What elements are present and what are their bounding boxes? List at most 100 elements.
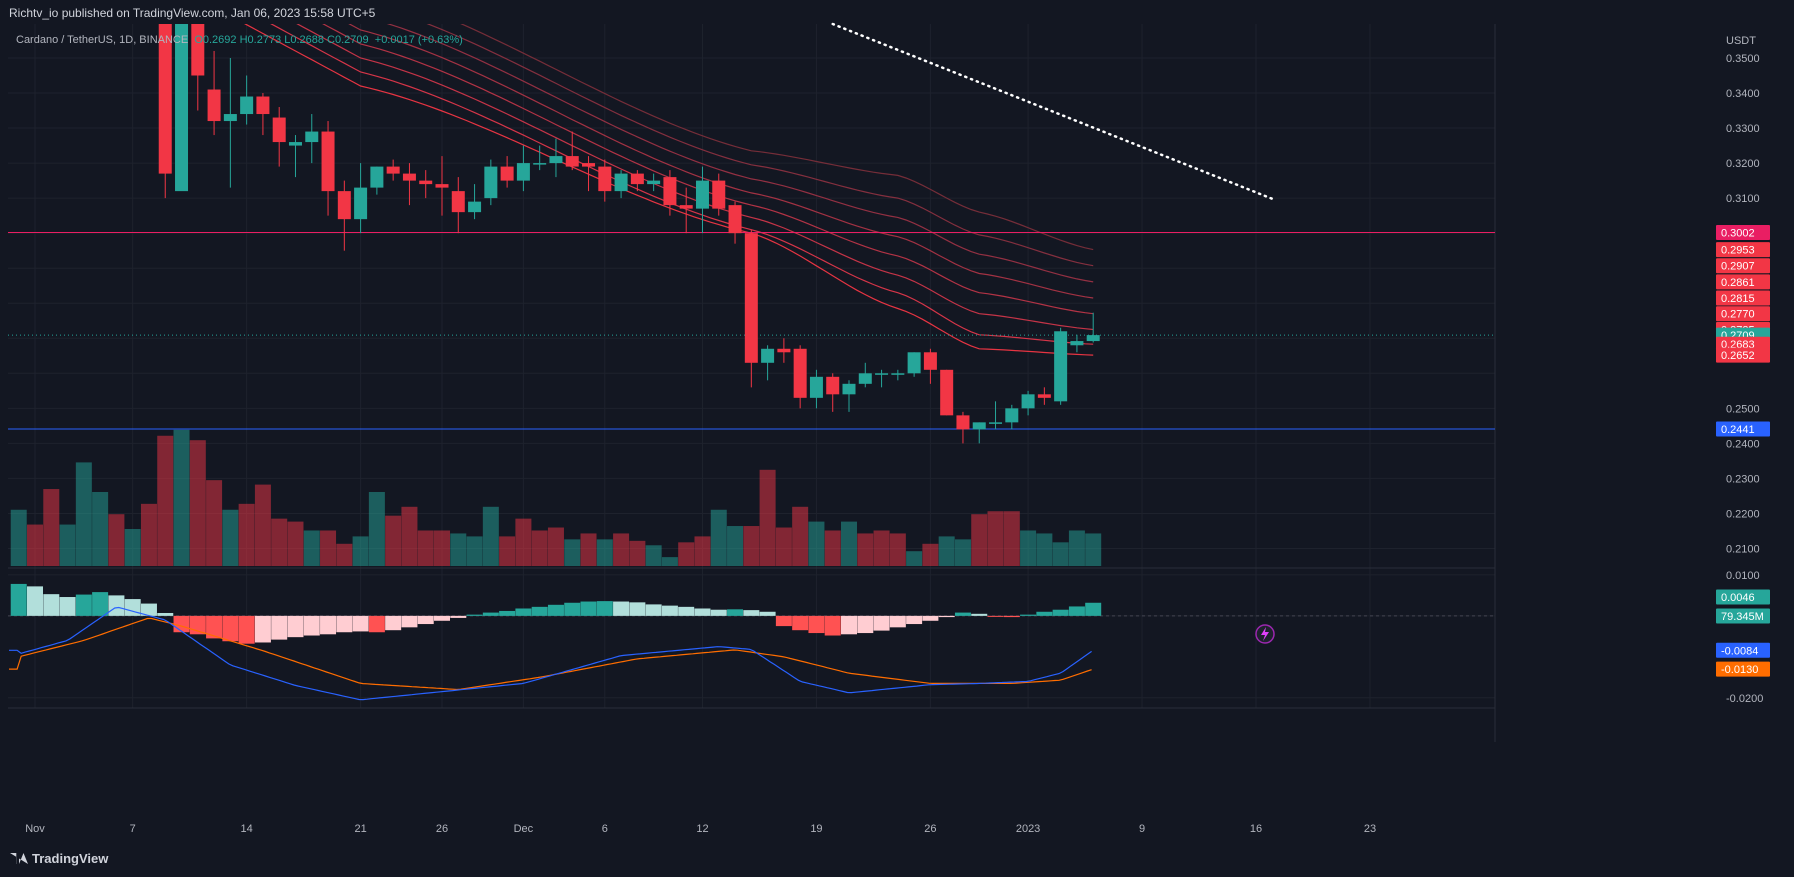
dotted-trendline xyxy=(831,22,1274,201)
time-axis[interactable]: Nov 7 14 21 26 Dec 6 12 19 26 2023 9 16 23 xyxy=(25,823,1376,835)
candle-bear xyxy=(712,180,726,209)
macd-signal-line xyxy=(9,617,1092,691)
macd-histogram-bar xyxy=(710,609,727,616)
volume-bars xyxy=(10,429,1102,566)
volume-bar xyxy=(547,527,564,566)
macd-histogram-bar xyxy=(873,615,890,631)
volume-bar xyxy=(450,533,467,566)
candle-bear xyxy=(826,376,840,395)
lightning-bolt-icon xyxy=(1261,627,1269,641)
macd-histogram-bar xyxy=(368,615,385,633)
resistance-tag: 0.3002 xyxy=(1721,227,1755,239)
candle-bull xyxy=(354,187,368,220)
price-tick-label: 0.3400 xyxy=(1726,88,1760,100)
candle-bull xyxy=(223,114,237,122)
macd-histogram-bar xyxy=(417,615,434,625)
macd-histogram-bar xyxy=(889,615,906,628)
price-tick-label: 0.3300 xyxy=(1726,123,1760,135)
candle-bear xyxy=(158,24,172,174)
macd-histogram-tag-bg xyxy=(1716,589,1770,605)
macd-histogram-bar xyxy=(75,594,92,616)
macd-histogram-bar xyxy=(922,615,939,621)
macd-histogram-bar xyxy=(320,615,337,635)
macd-histogram-bar xyxy=(580,601,597,616)
volume-bar xyxy=(124,529,141,566)
time-tick-label: 12 xyxy=(696,823,708,835)
tradingview-logo[interactable]: TradingView xyxy=(10,851,108,866)
candle-bear xyxy=(386,166,400,174)
candle-bear xyxy=(500,166,514,181)
macd-histogram-bar xyxy=(206,615,223,639)
macd-histogram-bar xyxy=(352,615,369,632)
candle-bull xyxy=(614,173,628,192)
brand-name: TradingView xyxy=(32,851,109,866)
resistance-tag-bg xyxy=(1716,224,1770,240)
volume-bar xyxy=(743,526,760,566)
macd-histogram-bar xyxy=(124,599,141,616)
volume-bar xyxy=(645,545,662,566)
time-tick-label: 26 xyxy=(924,823,936,835)
ema-value-tag-bg xyxy=(1716,306,1770,322)
macd-histogram-bar xyxy=(1003,615,1020,618)
symbol-legend: Cardano / TetherUS, 1D, BINANCE O0.2692 … xyxy=(16,34,463,46)
volume-bar xyxy=(157,435,174,566)
macd-histogram-bar xyxy=(727,609,744,616)
macd-histogram-bar xyxy=(759,611,776,616)
volume-bar xyxy=(254,484,271,566)
price-tick-label: 0.2100 xyxy=(1726,543,1760,555)
volume-bar xyxy=(271,518,288,566)
time-tick-label: 6 xyxy=(602,823,608,835)
time-tick-label: 2023 xyxy=(1016,823,1040,835)
macd-tick-label: -0.0200 xyxy=(1726,693,1763,705)
candle-bull xyxy=(891,373,905,375)
macd-histogram-bar xyxy=(1068,606,1085,616)
time-tick-label: Dec xyxy=(514,823,534,835)
volume-bar xyxy=(710,509,727,566)
macd-histogram-bar xyxy=(1036,611,1053,616)
price-tick-label: 0.3100 xyxy=(1726,193,1760,205)
candle-bull xyxy=(1086,335,1100,342)
candle-bear xyxy=(728,205,742,234)
macd-histogram-bar xyxy=(645,604,662,616)
ohlc-values: O0.2692 H0.2773 L0.2688 C0.2709 xyxy=(194,34,369,46)
macd-histogram-bar xyxy=(140,603,157,616)
volume-bar xyxy=(434,530,450,566)
volume-bar xyxy=(1020,530,1037,566)
price-axis[interactable]: USDT 0.3500 0.3400 0.3300 0.3200 0.3100 0.2500… xyxy=(1726,35,1763,705)
time-tick-label: 9 xyxy=(1139,823,1145,835)
ema-value-tag: 0.2861 xyxy=(1721,277,1755,289)
volume-bar xyxy=(775,527,792,566)
macd-histogram-bar xyxy=(499,610,516,616)
ema-value-tag: 0.2815 xyxy=(1721,293,1755,305)
candle-bear xyxy=(402,173,416,181)
volume-value-tag-bg xyxy=(1716,608,1770,624)
candle-bear xyxy=(923,352,937,370)
macd-histogram-bar xyxy=(401,615,418,628)
volume-bar xyxy=(206,480,223,566)
footer-bar: TradingView xyxy=(0,841,1794,877)
macd-histogram-bar xyxy=(547,604,564,616)
macd-line xyxy=(9,606,1092,701)
volume-bar xyxy=(938,536,955,566)
macd-histogram-bar xyxy=(287,615,304,638)
time-tick-label: Nov xyxy=(25,823,45,835)
candlesticks[interactable] xyxy=(158,0,1100,444)
macd-histogram-bar xyxy=(466,614,483,616)
macd-histogram-bar xyxy=(238,615,255,644)
macd-histogram-bar xyxy=(808,615,825,634)
volume-bar xyxy=(841,521,857,566)
macd-signal-tag: -0.0130 xyxy=(1721,664,1758,676)
volume-value-tag: 79.345M xyxy=(1721,611,1764,623)
candle-bear xyxy=(679,205,693,209)
volume-bar xyxy=(1036,533,1053,566)
candle-bear xyxy=(777,348,791,353)
macd-histogram-bar xyxy=(987,615,1004,617)
change-value: +0.0017 (+0.63%) xyxy=(374,34,463,46)
volume-bar xyxy=(173,429,190,566)
macd-histogram-bar xyxy=(743,610,760,616)
volume-bar xyxy=(922,543,939,566)
volume-bar xyxy=(238,503,255,566)
volume-bar xyxy=(75,462,92,566)
volume-bar xyxy=(694,536,711,566)
